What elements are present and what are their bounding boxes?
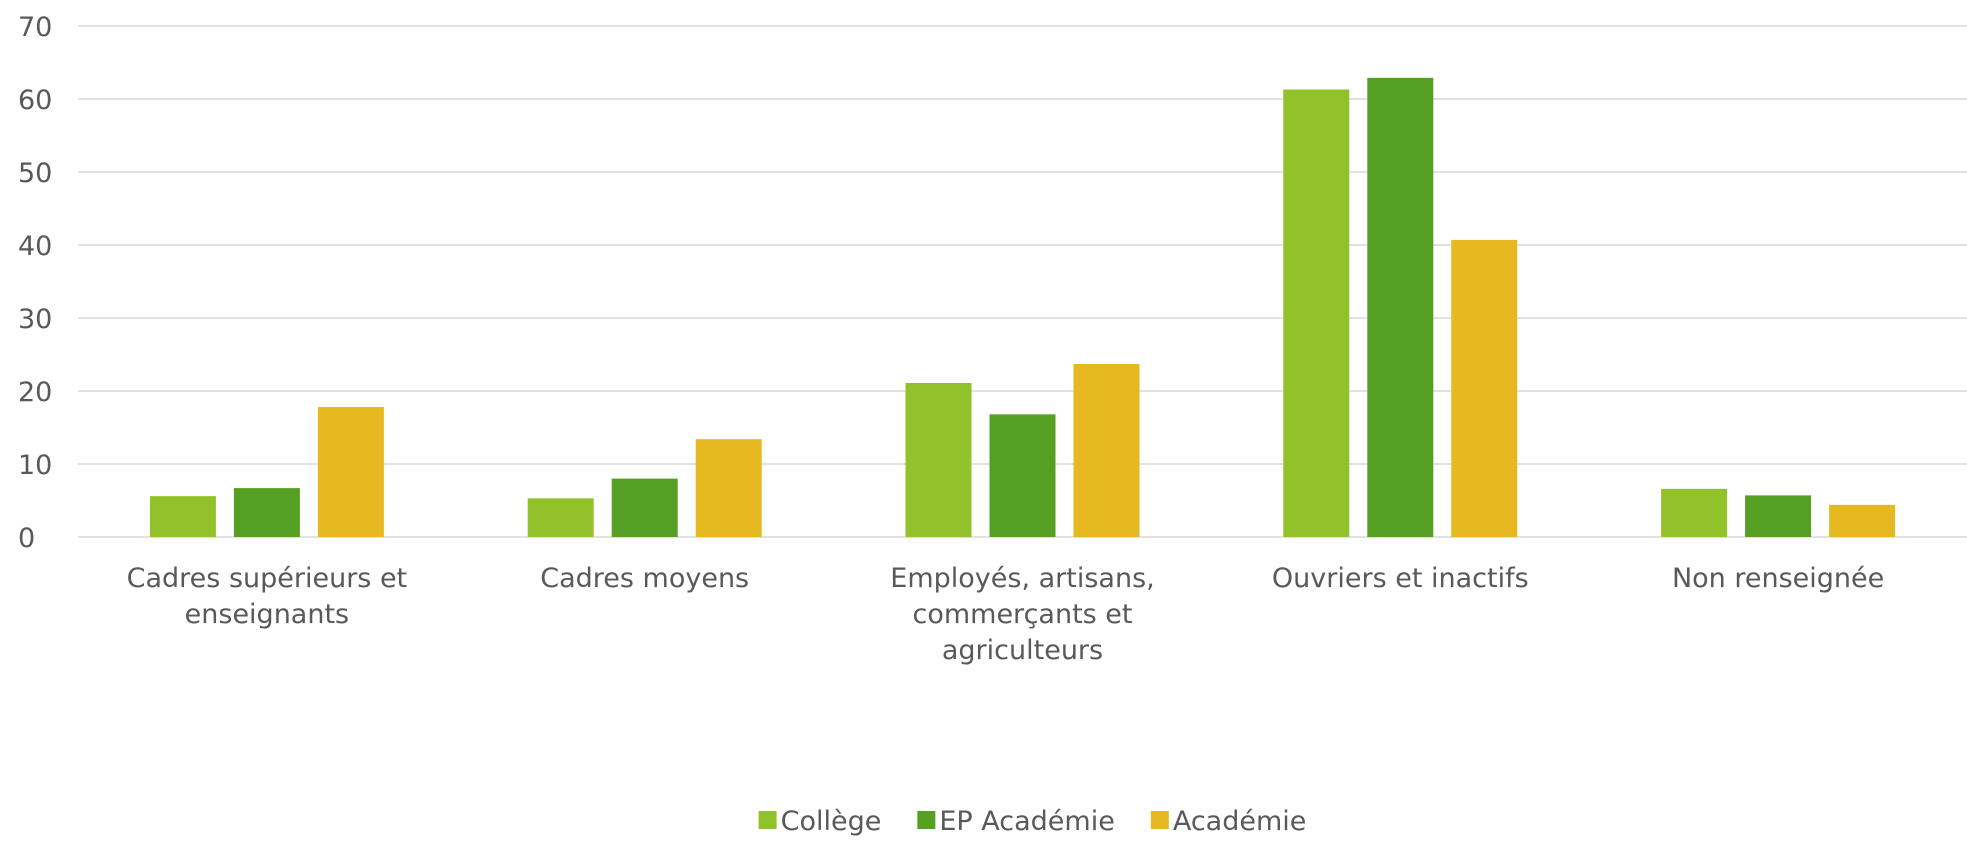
x-tick-label: Non renseignée bbox=[1672, 563, 1884, 594]
y-tick-label: 50 bbox=[18, 158, 52, 189]
y-tick-label: 40 bbox=[18, 231, 52, 262]
bar bbox=[695, 439, 762, 537]
bar bbox=[1829, 504, 1896, 537]
bar bbox=[317, 407, 384, 537]
y-tick-label: 0 bbox=[18, 523, 35, 554]
y-tick-label: 30 bbox=[18, 304, 52, 335]
legend-label: Académie bbox=[1173, 806, 1307, 837]
bar bbox=[233, 488, 300, 537]
bar bbox=[1661, 488, 1728, 537]
x-tick-label: Ouvriers et inactifs bbox=[1272, 563, 1529, 594]
x-tick-label: Cadres moyens bbox=[540, 563, 749, 594]
bar bbox=[989, 414, 1056, 537]
bar bbox=[1283, 89, 1350, 537]
bar bbox=[149, 496, 216, 537]
y-tick-label: 70 bbox=[18, 12, 52, 43]
legend-swatch bbox=[1150, 811, 1169, 829]
y-tick-label: 20 bbox=[18, 377, 52, 408]
bar bbox=[527, 498, 594, 537]
bar bbox=[1073, 363, 1140, 537]
legend-swatch bbox=[758, 811, 777, 829]
legend-swatch bbox=[917, 811, 936, 829]
x-tick-label: Cadres supérieurs et enseignants bbox=[127, 563, 408, 630]
y-tick-label: 10 bbox=[18, 450, 52, 481]
bar bbox=[1367, 77, 1434, 537]
y-tick-label: 60 bbox=[18, 85, 52, 116]
legend-label: Collège bbox=[781, 806, 882, 837]
legend: Collège EP Académie Académie bbox=[758, 806, 1307, 837]
legend-label: EP Académie bbox=[939, 806, 1114, 837]
x-tick-label: Employés, artisans, commerçants et agricul… bbox=[890, 563, 1154, 666]
bar bbox=[905, 382, 972, 537]
bar bbox=[611, 478, 678, 537]
bar bbox=[1451, 239, 1518, 537]
bar bbox=[1745, 495, 1812, 537]
